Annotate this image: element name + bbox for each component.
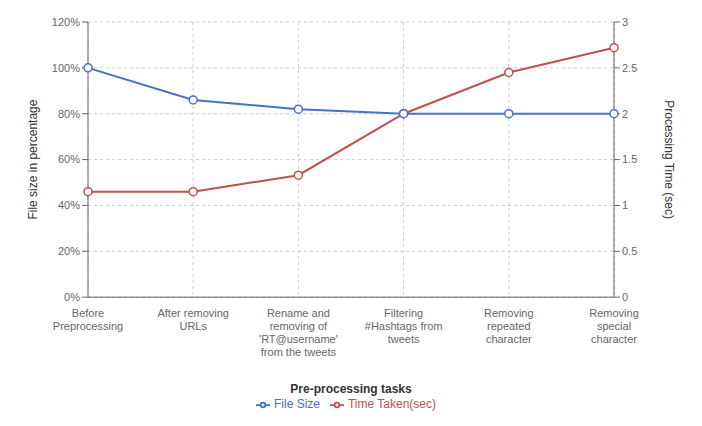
svg-text:Pre-processing tasks: Pre-processing tasks xyxy=(290,382,412,396)
svg-text:Removingrepeatedcharacter: Removingrepeatedcharacter xyxy=(484,307,534,345)
svg-text:60%: 60% xyxy=(58,153,80,165)
svg-text:Processing Time (sec): Processing Time (sec) xyxy=(662,100,676,219)
svg-text:3: 3 xyxy=(622,16,628,28)
svg-text:0%: 0% xyxy=(64,291,80,303)
svg-text:2: 2 xyxy=(622,108,628,120)
svg-text:Filtering#Hashtags fromtweets: Filtering#Hashtags fromtweets xyxy=(365,307,443,345)
html-text:File Size: File Size xyxy=(274,397,320,412)
svg-text:File size in percentage: File size in percentage xyxy=(26,99,40,219)
svg-text:120%: 120% xyxy=(52,16,80,28)
svg-text:0.5: 0.5 xyxy=(622,245,637,257)
svg-text:20%: 20% xyxy=(58,245,80,257)
svg-text:Rename andremoving of'RT@usern: Rename andremoving of'RT@username'from t… xyxy=(259,307,338,358)
svg-text:Removingspecialcharacter: Removingspecialcharacter xyxy=(589,307,639,345)
svg-text:100%: 100% xyxy=(52,62,80,74)
svg-text:2.5: 2.5 xyxy=(622,62,637,74)
svg-text:1.5: 1.5 xyxy=(622,153,637,165)
svg-text:1: 1 xyxy=(622,199,628,211)
svg-text:After removingURLs: After removingURLs xyxy=(157,307,229,332)
svg-text:80%: 80% xyxy=(58,108,80,120)
svg-text:BeforePreprocessing: BeforePreprocessing xyxy=(53,307,123,332)
svg-text:0: 0 xyxy=(622,291,628,303)
svg-text:40%: 40% xyxy=(58,199,80,211)
html-text:Time Taken(sec): Time Taken(sec) xyxy=(348,397,436,412)
